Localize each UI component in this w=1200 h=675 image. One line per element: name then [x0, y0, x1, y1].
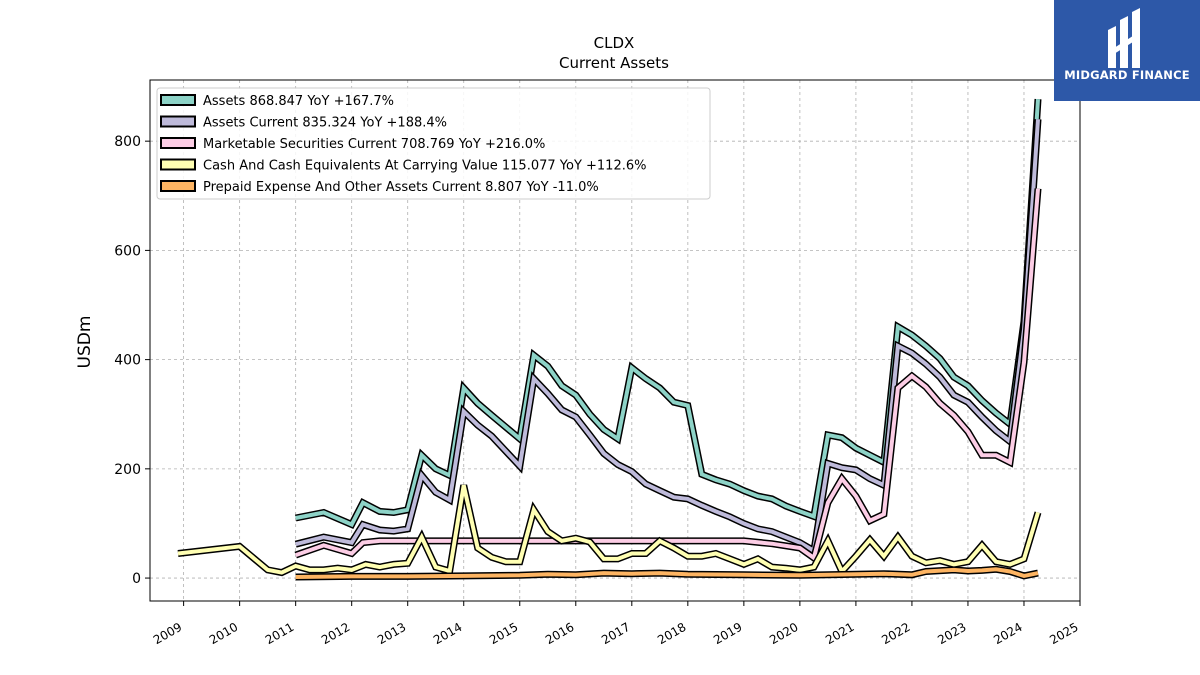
x-tick-label: 2016 [543, 620, 576, 647]
x-tick-label: 2017 [599, 620, 632, 647]
x-tick-label: 2023 [935, 620, 968, 647]
series-line [177, 484, 1040, 576]
series-line [295, 188, 1040, 562]
x-tick-label: 2025 [1047, 620, 1080, 647]
y-tick-label: 600 [114, 243, 141, 259]
legend-box [156, 87, 711, 200]
legend: Assets 868.847 YoY +167.7% Assets Current… [156, 87, 711, 200]
legend-swatch [160, 137, 196, 149]
chart-subtitle: Current Assets [559, 54, 669, 72]
x-tick-label: 2024 [991, 620, 1024, 647]
brand-logo: MIDGARD FINANCE [1054, 0, 1200, 101]
brand-name: MIDGARD FINANCE [1064, 68, 1190, 82]
x-tick-label: 2022 [879, 620, 912, 647]
chart-title: CLDX [594, 34, 635, 52]
legend-entry: Cash And Cash Equivalents At Carrying Va… [203, 159, 646, 174]
x-tick-label: 2018 [655, 620, 688, 647]
x-tick-label: 2010 [207, 620, 240, 647]
plot-series [177, 98, 1042, 581]
x-tick-label: 2009 [151, 620, 184, 647]
x-tick-label: 2015 [487, 620, 520, 647]
x-tick-label: 2012 [319, 620, 352, 647]
legend-entry: Marketable Securities Current 708.769 Yo… [203, 137, 545, 152]
x-tick-label: 2020 [767, 620, 800, 647]
y-tick-label: 0 [132, 571, 141, 587]
y-axis-label: USDm [75, 316, 95, 369]
legend-swatch [160, 115, 196, 128]
series-line [295, 98, 1040, 528]
x-tick-label: 2021 [823, 620, 856, 647]
legend-entry: Assets Current 835.324 YoY +188.4% [203, 116, 447, 131]
y-tick-label: 800 [114, 134, 141, 150]
x-tick-label: 2019 [711, 620, 744, 647]
legend-swatch [160, 94, 196, 106]
series-line [295, 567, 1039, 579]
plot-frame [149, 79, 1081, 602]
x-tick-label: 2013 [375, 620, 408, 647]
x-tick-label: 2011 [263, 620, 296, 647]
logo-mark-icon [1108, 8, 1140, 68]
series-line [295, 119, 1040, 555]
x-tick-label: 2014 [431, 620, 464, 647]
legend-swatch [160, 158, 196, 171]
legend-entry: Prepaid Expense And Other Assets Current… [203, 180, 599, 195]
legend-swatch [160, 180, 196, 192]
y-tick-label: 200 [114, 462, 141, 478]
legend-entry: Assets 868.847 YoY +167.7% [203, 94, 394, 109]
y-tick-label: 400 [114, 353, 141, 369]
